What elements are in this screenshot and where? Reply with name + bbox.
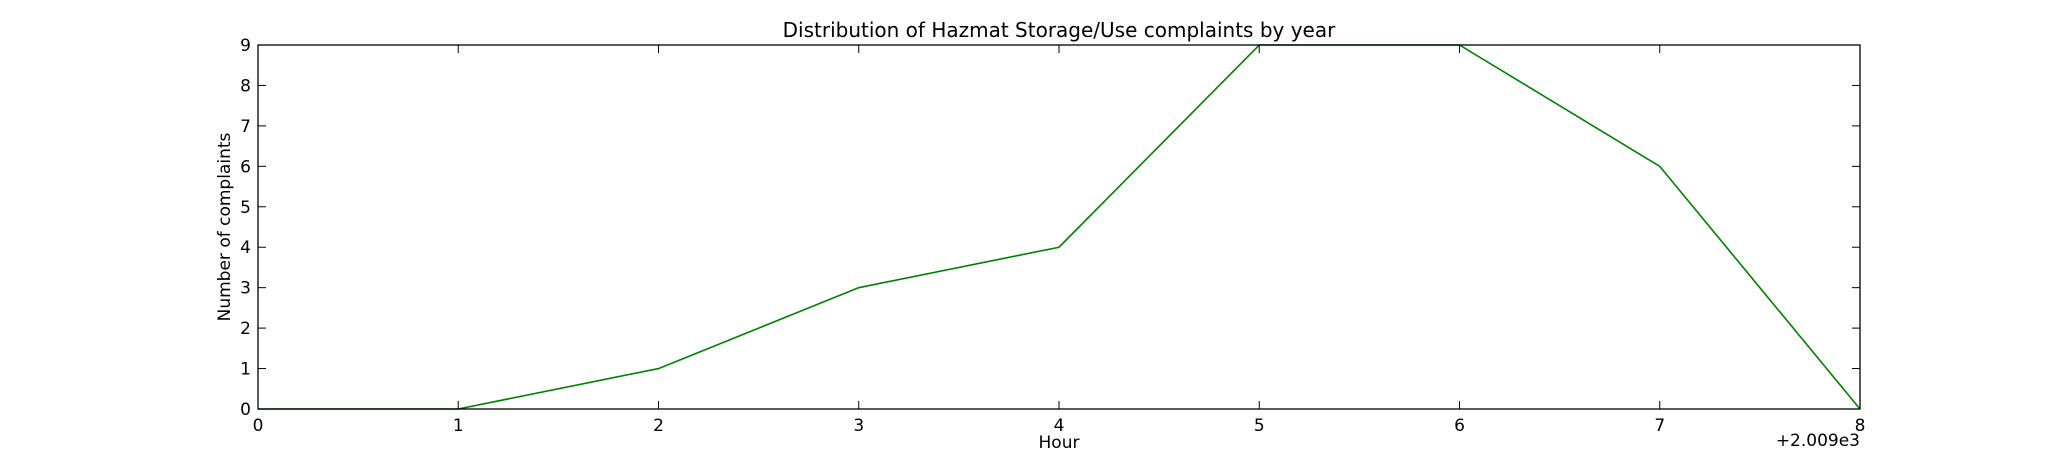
x-tick-label: 7 xyxy=(1654,416,1665,436)
x-tick-label: 4 xyxy=(1054,416,1065,436)
x-tick-label: 5 xyxy=(1254,416,1265,436)
x-tick-label: 6 xyxy=(1454,416,1465,436)
x-axis-label: Hour xyxy=(1039,433,1080,450)
x-tick-label: 0 xyxy=(253,416,264,436)
x-axis-offset-label: +2.009e3 xyxy=(1776,431,1860,450)
x-tick-label: 8 xyxy=(1855,416,1866,436)
y-tick-label: 3 xyxy=(240,279,251,299)
x-tick-label: 1 xyxy=(453,416,464,436)
y-tick-label: 9 xyxy=(240,36,251,56)
y-tick-label: 7 xyxy=(240,117,251,137)
y-tick-label: 5 xyxy=(240,198,251,218)
x-tick-label: 3 xyxy=(853,416,864,436)
y-tick-label: 4 xyxy=(240,238,251,258)
y-axis-label: Number of complaints xyxy=(215,132,235,321)
series-line-0 xyxy=(258,44,1861,410)
y-tick-label: 2 xyxy=(240,319,251,339)
y-tick-label: 0 xyxy=(240,400,251,420)
y-tick-label: 6 xyxy=(240,157,251,177)
y-tick-label: 8 xyxy=(240,76,251,96)
plot-area: 0 1 2 3 4 5 6 7 8 0 1 2 3 4 5 6 7 8 9 xyxy=(240,36,1865,436)
x-tick-label: 2 xyxy=(653,416,664,436)
y-tick-label: 1 xyxy=(240,360,251,380)
chart-title: Distribution of Hazmat Storage/Use compl… xyxy=(783,18,1336,42)
